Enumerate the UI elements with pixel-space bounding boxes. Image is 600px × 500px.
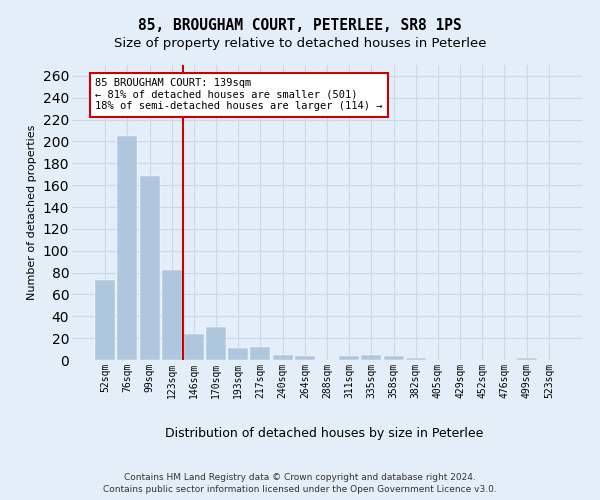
Text: Distribution of detached houses by size in Peterlee: Distribution of detached houses by size … xyxy=(165,428,483,440)
Bar xyxy=(206,327,226,360)
Bar xyxy=(339,356,359,360)
Bar xyxy=(228,348,248,360)
Bar xyxy=(272,354,293,360)
Bar xyxy=(95,280,115,360)
Bar xyxy=(517,358,536,360)
Bar xyxy=(383,356,404,360)
Bar xyxy=(184,334,204,360)
Bar xyxy=(250,347,271,360)
Bar xyxy=(118,136,137,360)
Bar xyxy=(140,176,160,360)
Text: 85, BROUGHAM COURT, PETERLEE, SR8 1PS: 85, BROUGHAM COURT, PETERLEE, SR8 1PS xyxy=(138,18,462,32)
Bar xyxy=(162,270,182,360)
Text: 85 BROUGHAM COURT: 139sqm
← 81% of detached houses are smaller (501)
18% of semi: 85 BROUGHAM COURT: 139sqm ← 81% of detac… xyxy=(95,78,383,112)
Text: Contains HM Land Registry data © Crown copyright and database right 2024.
Contai: Contains HM Land Registry data © Crown c… xyxy=(103,472,497,494)
Y-axis label: Number of detached properties: Number of detached properties xyxy=(27,125,37,300)
Bar xyxy=(295,356,315,360)
Bar xyxy=(361,354,382,360)
Text: Size of property relative to detached houses in Peterlee: Size of property relative to detached ho… xyxy=(114,38,486,51)
Bar xyxy=(406,358,426,360)
